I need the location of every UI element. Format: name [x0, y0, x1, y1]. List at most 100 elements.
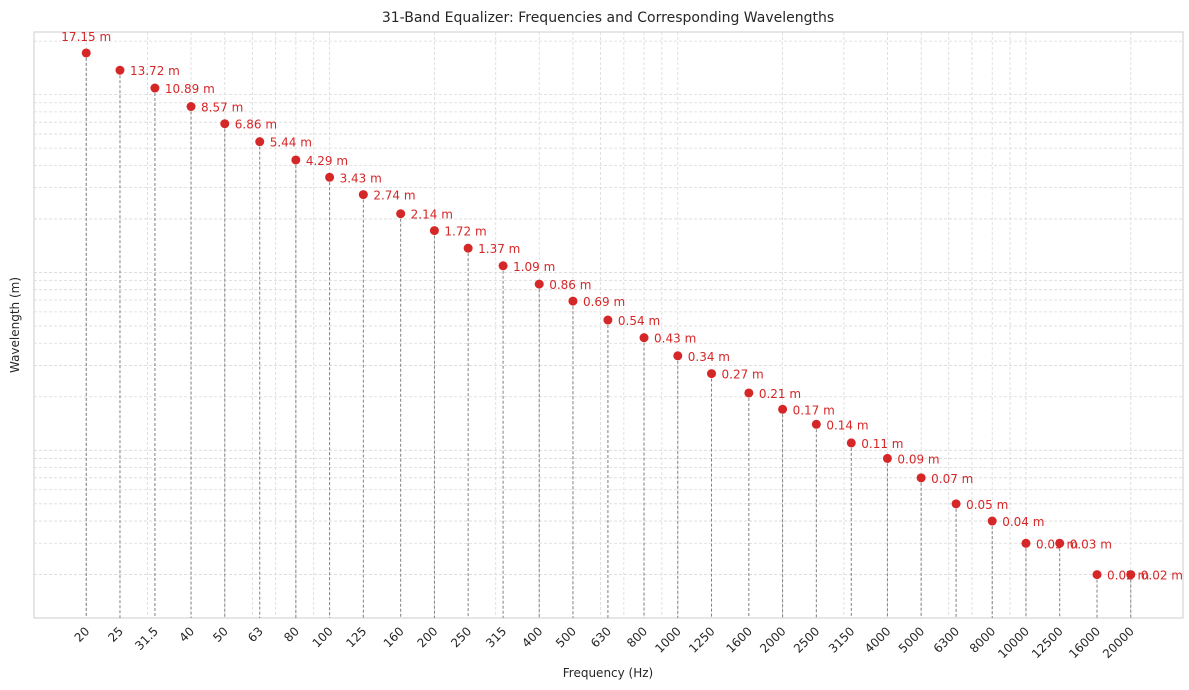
data-point: [916, 473, 926, 483]
data-label: 5.44 m: [270, 136, 312, 150]
data-label: 0.07 m: [931, 472, 973, 486]
data-point: [186, 102, 196, 112]
data-label: 2.14 m: [411, 208, 453, 222]
x-tick-label: 800: [624, 624, 650, 650]
x-tick-label: 1000: [652, 624, 683, 655]
data-label: 0.86 m: [549, 278, 591, 292]
data-label: 0.09 m: [897, 452, 939, 466]
data-label: 0.03 m: [1036, 537, 1078, 551]
data-point: [396, 209, 406, 219]
data-point: [1021, 538, 1031, 548]
data-label: 0.02 m: [1141, 569, 1183, 583]
x-tick-label: 160: [381, 624, 407, 650]
x-tick-label: 3150: [826, 624, 857, 655]
x-tick-label: 4000: [862, 624, 893, 655]
x-tick-label: 80: [281, 624, 302, 645]
data-label: 0.69 m: [583, 295, 625, 309]
data-point: [255, 137, 265, 147]
data-point: [1126, 570, 1136, 580]
data-label: 4.29 m: [306, 154, 348, 168]
x-tick-label: 10000: [995, 624, 1032, 661]
data-point: [603, 315, 613, 325]
x-tick-label: 5000: [896, 624, 927, 655]
x-tick-label: 40: [176, 624, 197, 645]
data-point: [639, 333, 649, 343]
data-label: 0.43 m: [654, 332, 696, 346]
data-point: [291, 155, 301, 165]
data-label: 3.43 m: [340, 171, 382, 185]
data-point: [81, 48, 91, 58]
stem-lines: [85, 52, 1132, 618]
data-point: [951, 499, 961, 509]
x-tick-label: 63: [245, 624, 266, 645]
data-label: 0.34 m: [688, 350, 730, 364]
data-point: [778, 404, 788, 414]
data-point: [115, 65, 125, 75]
data-label: 0.05 m: [966, 498, 1008, 512]
plot-frame: [33, 31, 1184, 619]
x-tick-label: 250: [448, 624, 474, 650]
data-label: 10.89 m: [165, 82, 215, 96]
data-label: 0.02 m: [1107, 569, 1149, 583]
data-label: 2.74 m: [373, 189, 415, 203]
x-tick-label: 125: [343, 624, 369, 650]
data-point: [568, 296, 578, 306]
x-axis-label: Frequency (Hz): [563, 666, 654, 680]
y-axis-label: Wavelength (m): [8, 277, 22, 373]
x-tick-label: 500: [553, 624, 579, 650]
data-label: 8.57 m: [201, 101, 243, 115]
data-label: 1.09 m: [513, 260, 555, 274]
data-point: [1092, 570, 1102, 580]
data-point: [846, 438, 856, 448]
x-tick-label: 25: [105, 624, 126, 645]
x-tick-label: 8000: [967, 624, 998, 655]
data-label: 0.21 m: [759, 387, 801, 401]
x-tick-label: 400: [519, 624, 545, 650]
data-label: 0.27 m: [722, 368, 764, 382]
x-tick-label: 50: [210, 624, 231, 645]
x-tick-label: 12500: [1029, 624, 1066, 661]
data-point: [498, 261, 508, 271]
data-label: 0.11 m: [861, 437, 903, 451]
x-tick-label: 630: [588, 624, 614, 650]
data-labels: 17.15 m 13.72 m 10.89 m 8.57 m 6.86 m 5.44 m 4…: [61, 30, 1183, 583]
data-point: [707, 369, 717, 379]
x-tick-label: 1600: [723, 624, 754, 655]
data-point: [220, 119, 230, 129]
data-point: [534, 279, 544, 289]
data-point: [811, 419, 821, 429]
data-point: [325, 172, 335, 182]
data-label: 0.14 m: [826, 418, 868, 432]
data-point: [673, 351, 683, 361]
data-label: 0.04 m: [1002, 515, 1044, 529]
data-label: 0.54 m: [618, 314, 660, 328]
x-tick-label: 20000: [1100, 624, 1137, 661]
data-label: 0.03 m: [1070, 537, 1112, 551]
data-point: [358, 190, 368, 200]
data-label: 0.17 m: [793, 403, 835, 417]
x-tick-label: 2500: [791, 624, 822, 655]
x-tick-label: 1250: [686, 624, 717, 655]
x-tick-labels: 20 25 31.5 40 50 63 80 100 125 160 200 250 315 400 500…: [72, 624, 1137, 661]
data-point: [1055, 538, 1065, 548]
x-tick-label: 20: [72, 624, 93, 645]
data-point: [463, 243, 473, 253]
chart-title: 31-Band Equalizer: Frequencies and Corre…: [382, 10, 834, 26]
x-tick-label: 315: [483, 624, 509, 650]
data-label: 17.15 m: [61, 30, 111, 44]
x-tick-label: 6300: [931, 624, 962, 655]
x-tick-label: 16000: [1066, 624, 1103, 661]
data-point: [150, 83, 160, 93]
x-tick-label: 100: [310, 624, 336, 650]
data-point: [429, 226, 439, 236]
data-label: 13.72 m: [130, 64, 180, 78]
data-point: [882, 453, 892, 463]
x-tick-label: 31.5: [132, 624, 161, 653]
data-points: [81, 48, 1136, 580]
data-label: 1.72 m: [444, 225, 486, 239]
data-point: [987, 516, 997, 526]
data-label: 1.37 m: [478, 242, 520, 256]
data-label: 6.86 m: [235, 118, 277, 132]
x-tick-label: 200: [414, 624, 440, 650]
